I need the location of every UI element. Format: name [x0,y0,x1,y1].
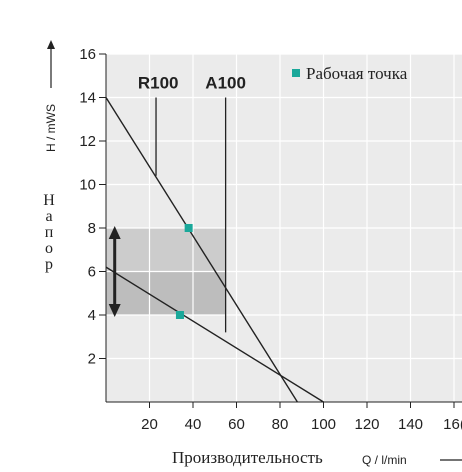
y-axis-unit-arrow-head [47,40,55,49]
y-tick-label: 2 [88,351,96,368]
y-axis-word-letter: а [45,208,52,225]
y-tick-label: 10 [79,177,96,194]
x-axis-unit-label: Q / l/min [362,453,407,467]
legend-marker [292,69,300,77]
legend-label: Рабочая точка [306,64,408,83]
y-tick-label: 16 [79,46,96,63]
y-tick-label: 12 [79,133,96,150]
x-tick-label: 16( [443,416,462,433]
operating-point-marker [184,224,193,232]
x-tick-label: 120 [354,416,379,433]
y-axis-word-letter: Н [43,192,55,209]
x-tick-label: 20 [141,416,158,433]
y-tick-label: 8 [88,220,96,237]
y-tick-label: 14 [79,90,96,107]
y-axis-word-letter: р [45,256,53,273]
y-axis-word-letter: п [45,224,54,241]
x-tick-label: 60 [228,416,245,433]
series-line-a100 [105,266,324,403]
y-axis-word-letter: о [45,240,53,257]
x-tick-label: 80 [272,416,289,433]
operating-point-marker [175,311,184,319]
y-tick-label: 6 [88,264,96,281]
x-tick-label: 100 [311,416,336,433]
series-label-r100: R100 [138,73,179,92]
operating-band-upper [106,228,226,272]
x-tick-label: 140 [398,416,423,433]
y-axis-unit-label: H / mWS [44,104,58,152]
x-axis-word-label: Производительность [172,448,323,467]
y-tick-label: 4 [88,307,96,324]
x-tick-label: 40 [185,416,202,433]
range-arrow-up-head [108,226,121,239]
series-label-a100: A100 [205,73,246,92]
series-line-r100 [105,97,298,403]
range-arrow-down-head [108,304,121,317]
